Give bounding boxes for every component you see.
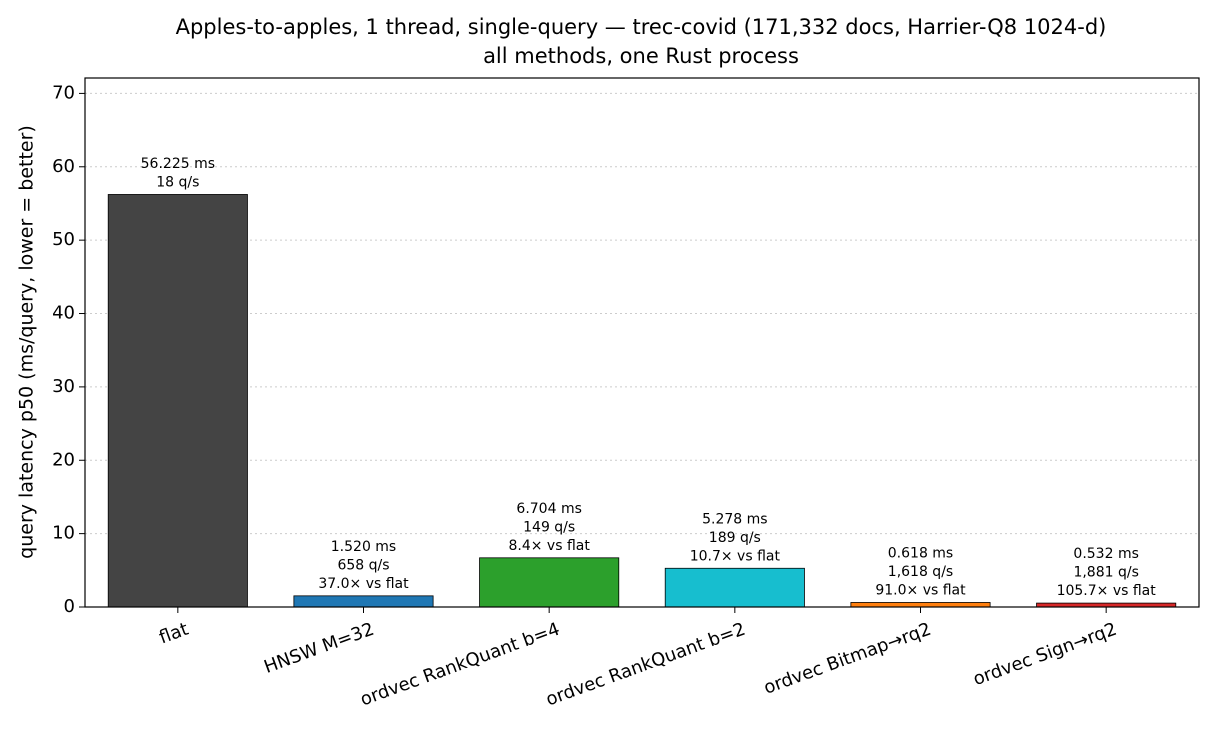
- bar: [479, 557, 620, 608]
- bar-annotation: 658 q/s: [337, 557, 389, 573]
- value-label: 1.520 ms: [331, 539, 396, 555]
- chart-title: Apples-to-apples, 1 thread, single-query…: [176, 15, 1107, 39]
- value-label: 5.278 ms: [702, 511, 767, 527]
- y-tick-label: 60: [52, 156, 75, 177]
- x-tick-label: ordvec Sign→rq2: [970, 619, 1119, 690]
- value-label: 6.704 ms: [516, 501, 581, 517]
- bar: [850, 602, 991, 608]
- y-tick-label: 20: [52, 449, 75, 470]
- bar-annotation: 91.0× vs flat: [875, 582, 966, 598]
- bar-annotation: 18 q/s: [156, 174, 199, 190]
- x-tick-label: ordvec RankQuant b=2: [543, 619, 748, 711]
- bar: [664, 567, 805, 608]
- bar-annotation: 1,881 q/s: [1073, 565, 1138, 581]
- bar-annotation: 189 q/s: [709, 530, 761, 546]
- y-tick-label: 40: [52, 303, 75, 324]
- value-label: 0.532 ms: [1073, 546, 1138, 562]
- plot-frame: [84, 77, 1200, 608]
- y-tick-label: 10: [52, 523, 75, 544]
- bar-annotation: 1,618 q/s: [888, 564, 953, 580]
- value-label: 0.618 ms: [888, 545, 953, 561]
- x-tick-label: flat: [156, 619, 191, 649]
- value-label: 56.225 ms: [141, 156, 215, 172]
- y-tick-label: 30: [52, 376, 75, 397]
- bar: [293, 595, 434, 608]
- bar-annotation: 10.7× vs flat: [690, 548, 781, 564]
- bar-annotation: 149 q/s: [523, 519, 575, 535]
- bar-annotation: 8.4× vs flat: [508, 538, 590, 554]
- bar-annotation: 105.7× vs flat: [1057, 583, 1157, 599]
- bar-annotation: 37.0× vs flat: [318, 576, 409, 592]
- x-tick-label: ordvec RankQuant b=4: [357, 619, 562, 711]
- y-tick-label: 70: [52, 82, 75, 103]
- y-tick-label: 50: [52, 229, 75, 250]
- chart-subtitle: all methods, one Rust process: [483, 44, 799, 68]
- y-tick-label: 0: [64, 596, 75, 617]
- x-tick-label: ordvec Bitmap→rq2: [761, 619, 934, 699]
- y-axis-label: query latency p50 (ms/query, lower = bet…: [16, 125, 38, 559]
- bar: [107, 194, 248, 608]
- x-tick-label: HNSW M=32: [261, 619, 377, 678]
